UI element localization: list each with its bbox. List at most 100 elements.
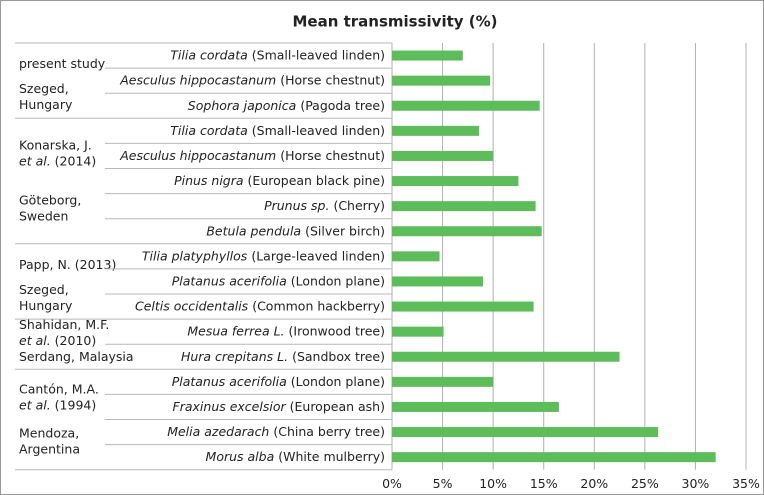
bar — [392, 251, 440, 262]
species: Morus alba — [206, 449, 275, 464]
bar — [392, 176, 519, 187]
species: Aesculus hippocastanum — [119, 72, 276, 87]
group-label: Serdang, Malaysia — [19, 349, 134, 364]
group-label: et al. (2010) — [19, 333, 96, 348]
group-label: Hungary — [19, 298, 73, 313]
group-label: Sweden — [19, 208, 68, 223]
species: Celtis occidentalis — [135, 298, 249, 313]
common-name: (European ash) — [290, 398, 385, 413]
bar — [392, 50, 463, 61]
bar — [392, 351, 620, 362]
bar — [392, 226, 542, 237]
species: Platanus acerifolia — [172, 373, 287, 388]
x-tick-label: 20% — [580, 476, 608, 491]
category-label: Celtis occidentalis (Common hackberry) — [135, 298, 385, 313]
common-name: (Horse chestnut) — [280, 147, 385, 162]
bar — [392, 75, 491, 86]
category-label: Platanus acerifolia (London plane) — [172, 373, 385, 388]
category-label: Sophora japonica (Pagoda tree) — [188, 97, 385, 112]
group-label-part: et al. — [19, 153, 51, 168]
species: Hura crepitans L. — [181, 348, 288, 363]
common-name: (London plane) — [291, 373, 385, 388]
common-name: (Common hackberry) — [252, 298, 385, 313]
group-label-part: et al. — [19, 333, 51, 348]
group-label: et al. (2014) — [19, 153, 96, 168]
group-label-part: Cantón, M.A. — [19, 381, 99, 396]
bar — [392, 452, 716, 463]
common-name: (White mulberry) — [278, 449, 385, 464]
common-name: (Ironwood tree) — [289, 323, 385, 338]
group-label-part: et al. — [19, 397, 51, 412]
group-label-part: (1994) — [55, 397, 97, 412]
species: Tilia platyphyllos — [142, 248, 248, 263]
group-label-part: Konarska, J. — [19, 137, 92, 152]
group-label-part: Papp, N. (2013) — [19, 256, 116, 271]
group-label-part: Szeged, — [19, 81, 69, 96]
species: Sophora japonica — [188, 97, 297, 112]
common-name: (Small-leaved linden) — [252, 47, 385, 62]
x-tick-label: 30% — [682, 476, 710, 491]
category-label: Hura crepitans L. (Sandbox tree) — [181, 348, 385, 363]
category-label: Aesculus hippocastanum (Horse chestnut) — [119, 147, 385, 162]
category-label: Tilia cordata (Small-leaved linden) — [170, 122, 385, 137]
species: Melia azedarach — [167, 424, 269, 439]
bar — [392, 276, 484, 287]
group-label-part: (2014) — [55, 153, 97, 168]
group-label: Hungary — [19, 97, 73, 112]
group-label-part: (2010) — [55, 333, 97, 348]
chart-title: Mean transmissivity (%) — [292, 13, 497, 31]
species: Mesua ferrea L. — [187, 323, 284, 338]
category-label: Fraxinus excelsior (European ash) — [173, 398, 385, 413]
x-tick-label: 10% — [479, 476, 507, 491]
category-label: Platanus acerifolia (London plane) — [172, 273, 385, 288]
x-tick-label: 35% — [732, 476, 760, 491]
group-label-part: Hungary — [19, 298, 73, 313]
category-label: Pinus nigra (European black pine) — [174, 173, 385, 188]
common-name: (Sandbox tree) — [292, 348, 385, 363]
x-tick-label: 15% — [530, 476, 558, 491]
group-label-part: present study — [19, 56, 106, 71]
group-label-part: Serdang, Malaysia — [19, 349, 134, 364]
common-name: (Horse chestnut) — [280, 72, 385, 87]
category-label: Prunus sp. (Cherry) — [264, 198, 385, 213]
category-label: Betula pendula (Silver birch) — [206, 223, 385, 238]
group-label: Shahidan, M.F. — [19, 317, 109, 332]
group-label-part: Hungary — [19, 97, 73, 112]
group-label: Szeged, — [19, 282, 69, 297]
species: Fraxinus excelsior — [173, 398, 287, 413]
bar — [392, 125, 479, 136]
x-tick-label: 0% — [382, 476, 402, 491]
group-label: Szeged, — [19, 81, 69, 96]
category-label: Aesculus hippocastanum (Horse chestnut) — [119, 72, 385, 87]
common-name: (Pagoda tree) — [300, 97, 385, 112]
species: Betula pendula — [206, 223, 301, 238]
common-name: (Large-leaved linden) — [251, 248, 385, 263]
species: Platanus acerifolia — [172, 273, 287, 288]
group-label-part: Szeged, — [19, 282, 69, 297]
group-label: Göteborg, — [19, 192, 81, 207]
group-label-part: Argentina — [19, 441, 80, 456]
group-label: present study — [19, 56, 106, 71]
common-name: (Silver birch) — [305, 223, 385, 238]
group-label: Argentina — [19, 441, 80, 456]
group-label: Konarska, J. — [19, 137, 92, 152]
x-tick-label: 25% — [631, 476, 659, 491]
group-label-part: Mendoza, — [19, 425, 79, 440]
common-name: (Small-leaved linden) — [252, 122, 385, 137]
group-label: Cantón, M.A. — [19, 381, 99, 396]
species: Prunus sp. — [264, 198, 329, 213]
common-name: (China berry tree) — [273, 424, 385, 439]
group-label: Mendoza, — [19, 425, 79, 440]
bar — [392, 376, 494, 387]
category-label: Mesua ferrea L. (Ironwood tree) — [187, 323, 385, 338]
bar — [392, 401, 559, 412]
species: Pinus nigra — [174, 173, 243, 188]
bar — [392, 301, 534, 312]
bar — [392, 427, 659, 438]
bar — [392, 201, 536, 212]
species: Tilia cordata — [170, 47, 248, 62]
group-label-part: Göteborg, — [19, 192, 81, 207]
group-label: Papp, N. (2013) — [19, 256, 116, 271]
